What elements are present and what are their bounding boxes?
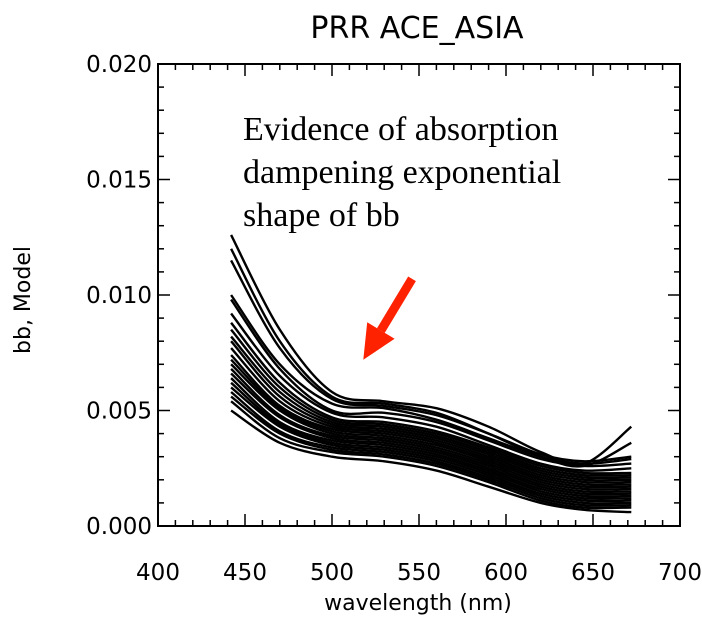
series-line-20 (230, 391, 632, 505)
x-tick-label: 500 (310, 560, 354, 586)
y-tick-label: 0.020 (86, 52, 152, 78)
annotation-arrow (363, 276, 416, 360)
annotation-line-3: shape of bb (243, 197, 400, 234)
series-line-3 (230, 259, 632, 463)
y-axis-label: bb, Model (11, 246, 36, 354)
series-line-17 (230, 377, 632, 498)
y-tick-labels: 0.000 0.005 0.010 0.015 0.020 (86, 52, 152, 540)
series-line-4 (230, 294, 632, 465)
series-line-10 (230, 340, 632, 482)
y-tick-label: 0.010 (86, 283, 152, 309)
series-line-19 (230, 386, 632, 503)
plot-lines (230, 234, 633, 514)
series-line-6 (230, 312, 632, 472)
annotation-line-1: Evidence of absorption (243, 111, 558, 148)
series-line-12 (230, 354, 632, 487)
arrow-head (363, 322, 395, 360)
arrow-shaft (377, 276, 416, 333)
series-line-18 (230, 381, 632, 500)
x-tick-label: 700 (658, 560, 702, 586)
series-line-13 (230, 358, 632, 489)
x-tick-label: 600 (484, 560, 528, 586)
x-tick-label: 650 (571, 560, 615, 586)
x-axis-label: wavelength (nm) (324, 591, 512, 616)
chart-title: PRR ACE_ASIA (310, 11, 524, 46)
series-line-16 (230, 372, 632, 496)
y-tick-label: 0.015 (86, 168, 152, 194)
series-line-9 (230, 335, 632, 480)
series-line-7 (230, 321, 632, 475)
axis-ticks (157, 63, 681, 527)
x-tick-labels: 400 450 500 550 600 650 700 (136, 560, 702, 586)
series-line-23 (230, 409, 632, 514)
x-tick-label: 550 (397, 560, 441, 586)
series-line-21 (230, 395, 632, 507)
annotation-line-2: dampening exponential (243, 154, 561, 191)
y-tick-label: 0.000 (86, 514, 152, 540)
series-line-15 (230, 368, 632, 494)
series-line-11 (230, 347, 632, 484)
x-tick-label: 400 (136, 560, 180, 586)
x-tick-label: 450 (223, 560, 267, 586)
series-line-8 (230, 328, 632, 477)
series-line-22 (230, 400, 632, 510)
series-line-5 (230, 298, 632, 468)
y-tick-label: 0.005 (86, 399, 152, 425)
series-line-14 (230, 363, 632, 491)
